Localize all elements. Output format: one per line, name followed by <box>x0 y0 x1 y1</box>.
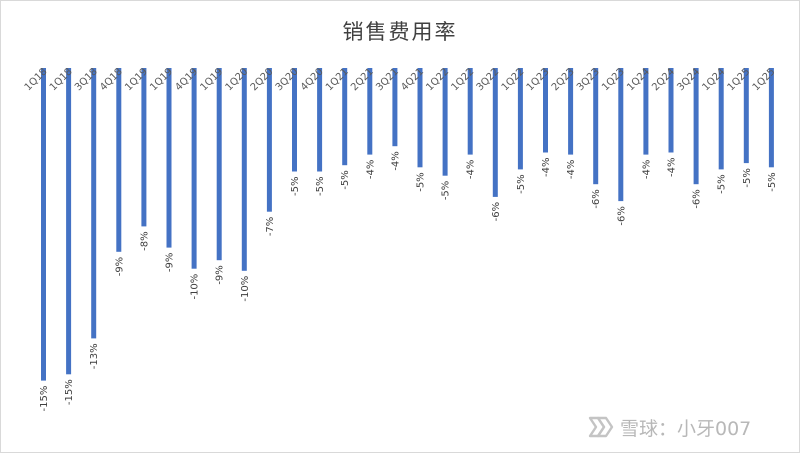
data-label: -6% <box>616 206 627 225</box>
data-label: -4% <box>390 151 401 170</box>
bar-3Q18 <box>91 68 97 339</box>
data-label: -4% <box>541 158 552 177</box>
data-label: -6% <box>591 189 602 208</box>
data-label: -8% <box>139 231 150 250</box>
bar-2Q22 <box>467 68 473 155</box>
data-label: -6% <box>491 202 502 221</box>
bar-3Q22 <box>492 68 498 197</box>
bar-3Q21 <box>392 68 398 147</box>
data-label: -5% <box>416 172 427 191</box>
data-label: -15% <box>39 386 50 412</box>
watermark: 雪球：小牙007 <box>584 414 751 440</box>
bar-2Q20 <box>266 68 272 212</box>
data-label: -10% <box>190 274 201 300</box>
bar-1Q22 <box>442 68 448 176</box>
data-label: -4% <box>365 160 376 179</box>
bar-3Q24 <box>693 68 699 185</box>
bar-1Q23 <box>543 68 548 153</box>
bar-4Q18 <box>116 68 122 252</box>
data-label: -6% <box>692 189 703 208</box>
bar-2Q23 <box>568 68 574 155</box>
data-label: -4% <box>566 160 577 179</box>
data-label: -15% <box>64 379 75 405</box>
data-label: -5% <box>290 177 301 196</box>
bar-2Q18 <box>66 68 72 375</box>
data-label: -5% <box>717 174 728 193</box>
data-label: -5% <box>441 181 452 200</box>
snowball-logo-icon <box>588 416 614 438</box>
data-label: -4% <box>466 160 477 179</box>
bar-4Q23 <box>618 68 624 202</box>
data-label: -5% <box>340 170 351 189</box>
data-label: -5% <box>767 172 778 191</box>
bar-4Q22 <box>517 68 523 170</box>
data-labels: -15% -15% -13% -9% -8% -9% -10% -9% -10% -7% -5% -5… <box>39 151 778 411</box>
data-label: -5% <box>516 174 527 193</box>
bar-1Q20 <box>241 68 247 271</box>
bar-2Q21 <box>367 68 373 155</box>
bar-4Q20 <box>317 68 323 172</box>
bar-3Q23 <box>593 68 599 185</box>
bar-4Q21 <box>417 68 423 168</box>
data-label: -13% <box>89 343 100 369</box>
data-label: -7% <box>265 217 276 236</box>
bar-2Q24 <box>668 68 674 153</box>
watermark-text: 雪球：小牙007 <box>620 417 752 440</box>
data-label: -9% <box>114 257 125 276</box>
x-axis-tick-labels: 1Q181Q183Q184Q181Q191Q194Q191Q191Q202Q20… <box>23 66 778 93</box>
bar-1Q19 <box>141 68 147 227</box>
bar-1Q21 <box>342 68 348 166</box>
bar-series <box>41 68 774 381</box>
bar-1Q24 <box>643 68 649 155</box>
data-label: -10% <box>240 276 251 302</box>
bar-3Q20 <box>292 68 297 172</box>
data-label: -9% <box>215 265 226 284</box>
bar-3Q19 <box>191 68 197 269</box>
data-label: -5% <box>742 168 753 187</box>
bar-1Q18 <box>41 68 46 381</box>
bar-4Q24 <box>718 68 724 170</box>
data-label: -4% <box>667 158 678 177</box>
bar-1Q25 <box>743 68 749 164</box>
chart-title: 销售费用率 <box>343 20 458 44</box>
data-label: -5% <box>315 177 326 196</box>
bar-2Q25 <box>768 68 774 168</box>
data-label: -4% <box>641 160 652 179</box>
bar-4Q19 <box>216 68 222 261</box>
data-label: -9% <box>165 253 176 272</box>
bar-2Q19 <box>166 68 172 248</box>
